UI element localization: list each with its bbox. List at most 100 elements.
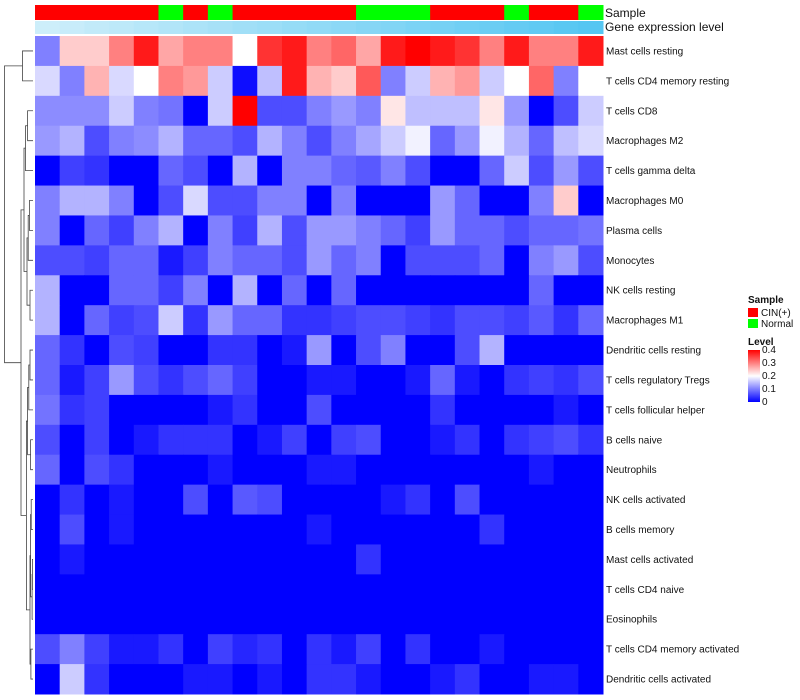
heatmap-cell: [133, 65, 159, 97]
heatmap-cell: [454, 335, 481, 366]
sample-annotation-cell: [133, 5, 159, 20]
heatmap-cell: [35, 275, 61, 306]
heatmap-cell: [479, 484, 505, 516]
sample-annotation-cell: [528, 5, 555, 20]
heatmap-cell: [84, 185, 110, 216]
heatmap-cell: [430, 394, 456, 426]
heatmap-cell: [454, 365, 481, 396]
heatmap-cell: [109, 245, 135, 276]
heatmap-cell: [380, 125, 406, 157]
row-dendrogram: [4, 50, 33, 680]
heatmap-cell: [504, 484, 530, 516]
heatmap-cell: [158, 634, 184, 665]
row-label: T cells CD8: [606, 106, 658, 117]
heatmap-cell: [405, 454, 431, 486]
heatmap-cell: [59, 335, 85, 366]
heatmap-cell: [59, 365, 85, 396]
heatmap-cell: [158, 155, 184, 187]
heatmap-cell: [553, 454, 579, 486]
heatmap-cell: [331, 245, 357, 276]
heatmap-cell: [59, 36, 85, 67]
heatmap-cell: [207, 155, 234, 187]
heatmap-cell: [158, 65, 184, 97]
heatmap-cell: [553, 95, 579, 127]
heatmap-cell: [528, 65, 555, 97]
heatmap-cell: [306, 365, 332, 396]
sample-annotation-cell: [207, 5, 234, 20]
heatmap-cell: [59, 215, 85, 246]
dendrogram-branch: [29, 289, 33, 321]
heatmap-cell: [207, 305, 234, 336]
heatmap-cell: [380, 365, 406, 396]
heatmap-cell: [504, 335, 530, 366]
heatmap-cell: [183, 185, 209, 216]
heatmap-cell: [133, 634, 159, 665]
heatmap-cell: [479, 574, 505, 605]
heatmap-cell: [207, 664, 234, 695]
heatmap-cell: [59, 604, 85, 635]
annotation-label-sample: Sample: [605, 6, 646, 20]
heatmap-cell: [405, 634, 431, 665]
gene-level-annotation-cell: [133, 21, 159, 34]
heatmap-cell: [454, 185, 481, 216]
legend-color-bar: [748, 350, 760, 402]
heatmap-cell: [232, 36, 258, 67]
heatmap-cell: [84, 125, 110, 157]
heatmap-cell: [331, 365, 357, 396]
heatmap-cell: [109, 305, 135, 336]
heatmap-cell: [479, 185, 505, 216]
heatmap-cell: [109, 65, 135, 97]
heatmap-cell: [454, 394, 481, 426]
heatmap-cell: [257, 424, 283, 456]
gene-level-annotation-cell: [84, 21, 110, 34]
heatmap-cell: [183, 574, 209, 605]
heatmap-cell: [356, 95, 382, 127]
heatmap-cell: [430, 275, 456, 306]
gene-level-annotation-cell: [380, 21, 406, 34]
gene-level-annotation-cell: [158, 21, 184, 34]
heatmap-cell: [35, 544, 61, 575]
heatmap-cell: [380, 245, 406, 276]
heatmap-cell: [306, 36, 332, 67]
row-label: T cells CD4 memory resting: [606, 76, 729, 87]
heatmap-cell: [207, 365, 234, 396]
heatmap-cell: [183, 634, 209, 665]
heatmap-cell: [405, 215, 431, 246]
sample-annotation-cell: [158, 5, 184, 20]
heatmap-cell: [158, 454, 184, 486]
heatmap-cell: [257, 95, 283, 127]
heatmap-cell: [207, 394, 234, 426]
heatmap-cell: [281, 125, 308, 157]
heatmap-cell: [356, 394, 382, 426]
heatmap-cell: [356, 275, 382, 306]
heatmap-cell: [133, 125, 159, 157]
heatmap-cell: [306, 394, 332, 426]
heatmap-cell: [183, 155, 209, 187]
heatmap-cell: [257, 664, 283, 695]
heatmap-cell: [109, 514, 135, 545]
heatmap-cell: [479, 424, 505, 456]
heatmap-cell: [35, 365, 61, 396]
heatmap-cell: [356, 634, 382, 665]
heatmap-cell: [331, 215, 357, 246]
heatmap-cell: [306, 245, 332, 276]
heatmap-cell: [578, 245, 604, 276]
heatmap-cell: [356, 185, 382, 216]
heatmap-cell: [405, 664, 431, 695]
heatmap-cell: [109, 36, 135, 67]
heatmap-cell: [133, 544, 159, 575]
gene-level-annotation-cell: [257, 21, 283, 34]
heatmap-cell: [158, 125, 184, 157]
heatmap-cell: [528, 215, 555, 246]
heatmap-cell: [306, 454, 332, 486]
heatmap-cell: [479, 36, 505, 67]
heatmap-cell: [479, 125, 505, 157]
heatmap-cell: [207, 454, 234, 486]
heatmap-cell: [578, 95, 604, 127]
heatmap-cell: [84, 484, 110, 516]
heatmap-cell: [84, 574, 110, 605]
legend-swatch-cin: [748, 308, 758, 317]
legend-swatch-normal: [748, 319, 758, 328]
gene-level-annotation-cell: [207, 21, 234, 34]
heatmap-cell: [504, 634, 530, 665]
